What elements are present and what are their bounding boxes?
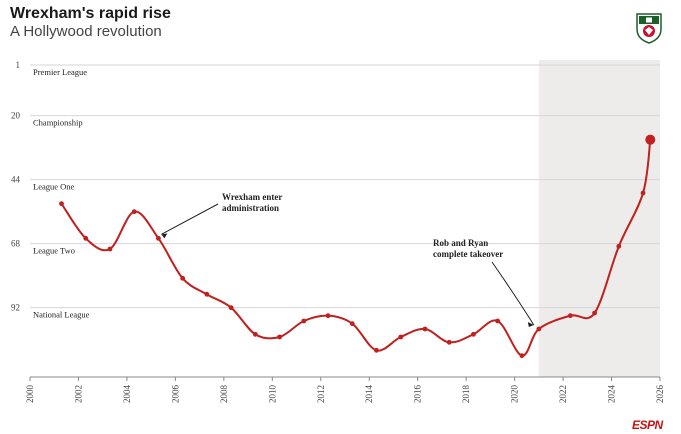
x-tick-label: 2020 [510,385,520,404]
x-tick-label: 2024 [607,385,617,404]
league-label: National League [33,310,90,320]
x-tick-label: 2006 [170,385,180,404]
season-point [107,246,113,252]
season-point [616,243,622,249]
annotation-text: Wrexham enter [222,192,282,202]
y-tick-label: 92 [11,303,20,313]
season-point [519,353,525,359]
y-tick-label: 68 [11,239,21,249]
season-point [446,339,452,345]
season-point [567,313,573,319]
season-point [301,318,307,324]
espn-logo: ESPN [632,418,663,432]
season-point [59,201,64,207]
x-tick-label: 2000 [25,385,35,404]
season-point [422,326,428,332]
season-point [495,318,501,324]
season-point [592,310,597,316]
league-label: Premier League [33,67,87,77]
annotation-arrowhead [527,322,534,327]
season-point [204,291,210,297]
annotation-arrow [491,261,535,326]
league-label: Championship [33,118,83,128]
annotation-arrow [161,203,219,235]
x-tick-label: 2008 [219,385,229,404]
chart-title: Wrexham's rapid rise [10,5,171,22]
season-point [325,313,331,319]
season-point [83,235,89,241]
x-tick-label: 2010 [267,385,277,404]
x-tick-label: 2004 [122,385,132,404]
takeover-period-band [538,60,660,377]
season-point [349,321,355,327]
x-tick-label: 2016 [413,385,423,404]
x-tick-label: 2022 [558,385,568,403]
y-tick-label: 44 [11,175,21,185]
y-tick-label: 1 [16,60,21,70]
current-position-point [645,134,656,145]
season-point [228,305,234,311]
x-tick-label: 2014 [364,385,374,404]
wrexham-crest-icon [636,13,662,44]
season-point [252,331,258,337]
chart-subtitle: A Hollywood revolution [10,23,162,40]
y-tick-label: 20 [11,111,21,121]
league-label: League Two [33,246,75,256]
season-point [398,334,404,340]
league-label: League One [33,182,75,192]
annotation-text: Rob and Ryan [433,238,488,248]
x-tick-label: 2026 [655,385,665,404]
season-point [471,331,476,337]
season-point [180,275,186,281]
annotation-text: administration [222,203,279,213]
season-point [131,209,137,215]
season-point [640,190,646,196]
season-point [374,347,379,353]
annotation-arrowhead [161,233,168,239]
x-tick-label: 2018 [461,385,471,404]
x-tick-label: 2002 [73,385,83,403]
season-point [536,326,542,332]
season-point [277,334,282,340]
season-point [156,235,161,241]
x-tick-label: 2012 [316,385,326,403]
annotation-text: complete takeover [433,249,503,259]
